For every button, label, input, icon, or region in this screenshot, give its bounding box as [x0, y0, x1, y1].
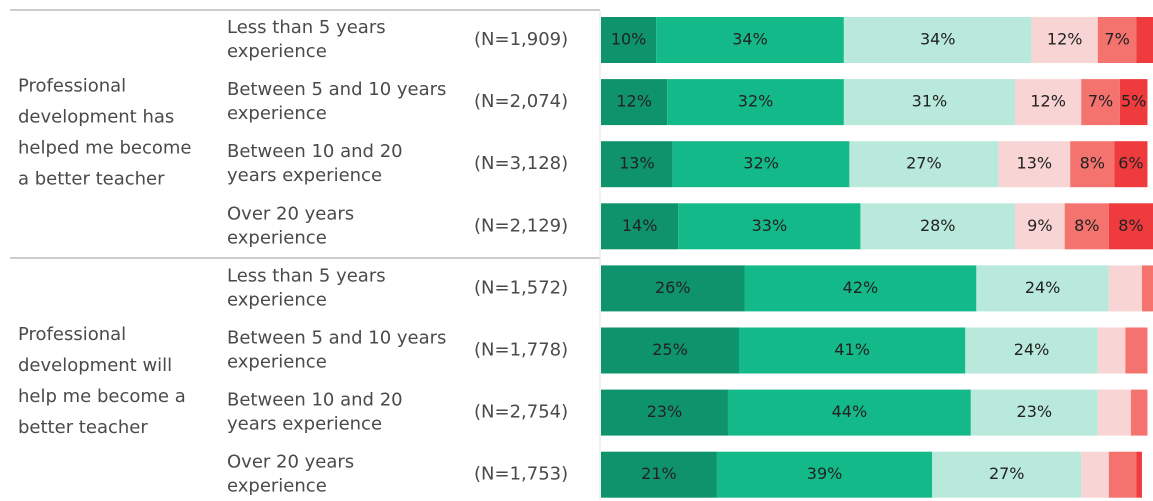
bar-segment	[860, 203, 1015, 250]
value-label: 32%	[738, 92, 774, 111]
n-label: (N=1,753)	[474, 464, 568, 485]
value-label: 21%	[641, 464, 677, 483]
value-label: 5%	[1121, 92, 1146, 111]
value-label: 33%	[752, 216, 788, 235]
value-label: 42%	[843, 278, 879, 297]
value-label: 14%	[622, 216, 658, 235]
value-label: 8%	[1118, 216, 1143, 235]
bar-segment	[1119, 79, 1148, 126]
bar-segment	[998, 141, 1071, 188]
bar-segment	[932, 451, 1082, 498]
bar-segment	[678, 203, 861, 250]
value-label: 10%	[611, 30, 647, 49]
bar-segment	[1081, 79, 1120, 126]
bar-segment	[716, 451, 933, 498]
bar-segment	[1108, 203, 1153, 250]
bar-segment	[1108, 451, 1137, 498]
bar-segment	[965, 327, 1098, 374]
category-label: Over 20 years experience	[227, 452, 354, 497]
bar-segment	[1064, 203, 1109, 250]
group-label: Professional development will help me beco…	[18, 324, 186, 438]
bar-segment	[601, 327, 739, 374]
value-label: 28%	[920, 216, 956, 235]
bar-segment	[601, 203, 679, 250]
bar-segment	[601, 451, 717, 498]
bar-segment	[970, 389, 1098, 436]
bar-segment	[601, 141, 673, 188]
value-label: 41%	[834, 340, 870, 359]
bar-segment	[1015, 79, 1082, 126]
bar-segment	[849, 141, 999, 188]
bar-segment	[1081, 451, 1109, 498]
bar-segment	[1097, 389, 1131, 436]
value-label: 34%	[920, 30, 956, 49]
n-label: (N=2,074)	[474, 91, 568, 112]
bar-segment	[976, 265, 1109, 312]
bar-segment	[601, 389, 728, 436]
bar-segment	[1097, 327, 1126, 374]
bar-segment	[1070, 141, 1115, 188]
n-label: (N=2,754)	[474, 402, 568, 423]
value-label: 7%	[1088, 92, 1113, 111]
value-label: 12%	[616, 92, 652, 111]
value-label: 34%	[732, 30, 768, 49]
value-label: 44%	[832, 402, 868, 421]
value-label: 32%	[743, 154, 779, 173]
value-label: 25%	[652, 340, 688, 359]
bar-segment	[672, 141, 850, 188]
bar-segment	[744, 265, 977, 312]
category-label: Between 10 and 20 years experience	[227, 141, 403, 186]
bar-segment	[843, 79, 1015, 126]
bar-segment	[1141, 265, 1153, 312]
bar-segment	[667, 79, 844, 126]
value-label: 13%	[1017, 154, 1053, 173]
category-label: Between 5 and 10 years experience	[227, 79, 446, 124]
bar-segment	[1136, 451, 1142, 498]
bar-segment	[843, 17, 1032, 63]
bar-segment	[1136, 17, 1153, 63]
bar-segment	[1114, 141, 1148, 188]
bar-segment	[601, 17, 657, 63]
value-label: 23%	[1017, 402, 1053, 421]
bar-segment	[656, 17, 844, 63]
value-label: 24%	[1014, 340, 1050, 359]
value-label: 27%	[906, 154, 942, 173]
n-label: (N=2,129)	[474, 215, 568, 236]
value-label: 23%	[647, 402, 683, 421]
bar-segment	[727, 389, 971, 436]
bar-segment	[1031, 17, 1098, 63]
bar-segment	[1130, 389, 1148, 436]
bar-segment	[1125, 327, 1148, 374]
value-label: 12%	[1047, 30, 1083, 49]
value-label: 12%	[1030, 92, 1066, 111]
category-label: Between 10 and 20 years experience	[227, 390, 403, 435]
category-label: Over 20 years experience	[227, 203, 354, 248]
value-label: 24%	[1025, 278, 1061, 297]
bar-segment	[1108, 265, 1142, 312]
n-label: (N=1,778)	[474, 340, 568, 361]
value-label: 31%	[912, 92, 948, 111]
n-label: (N=3,128)	[474, 153, 568, 174]
value-label: 6%	[1118, 154, 1143, 173]
category-label: Less than 5 years experience	[227, 17, 386, 62]
n-label: (N=1,572)	[474, 277, 568, 298]
value-label: 7%	[1104, 30, 1129, 49]
value-label: 13%	[619, 154, 655, 173]
value-label: 27%	[989, 464, 1025, 483]
group-label: Professional development has helped me bec…	[18, 76, 191, 190]
value-label: 8%	[1074, 216, 1099, 235]
value-label: 9%	[1027, 216, 1052, 235]
bar-segment	[739, 327, 966, 374]
value-label: 39%	[807, 464, 843, 483]
value-label: 8%	[1080, 154, 1105, 173]
value-label: 26%	[655, 278, 691, 297]
bar-segment	[601, 265, 745, 312]
bar-segment	[1097, 17, 1137, 63]
bar-segment	[601, 79, 668, 126]
category-label: Less than 5 years experience	[227, 265, 386, 310]
category-label: Between 5 and 10 years experience	[227, 328, 446, 373]
bar-segment	[1015, 203, 1065, 250]
n-label: (N=1,909)	[474, 29, 568, 50]
